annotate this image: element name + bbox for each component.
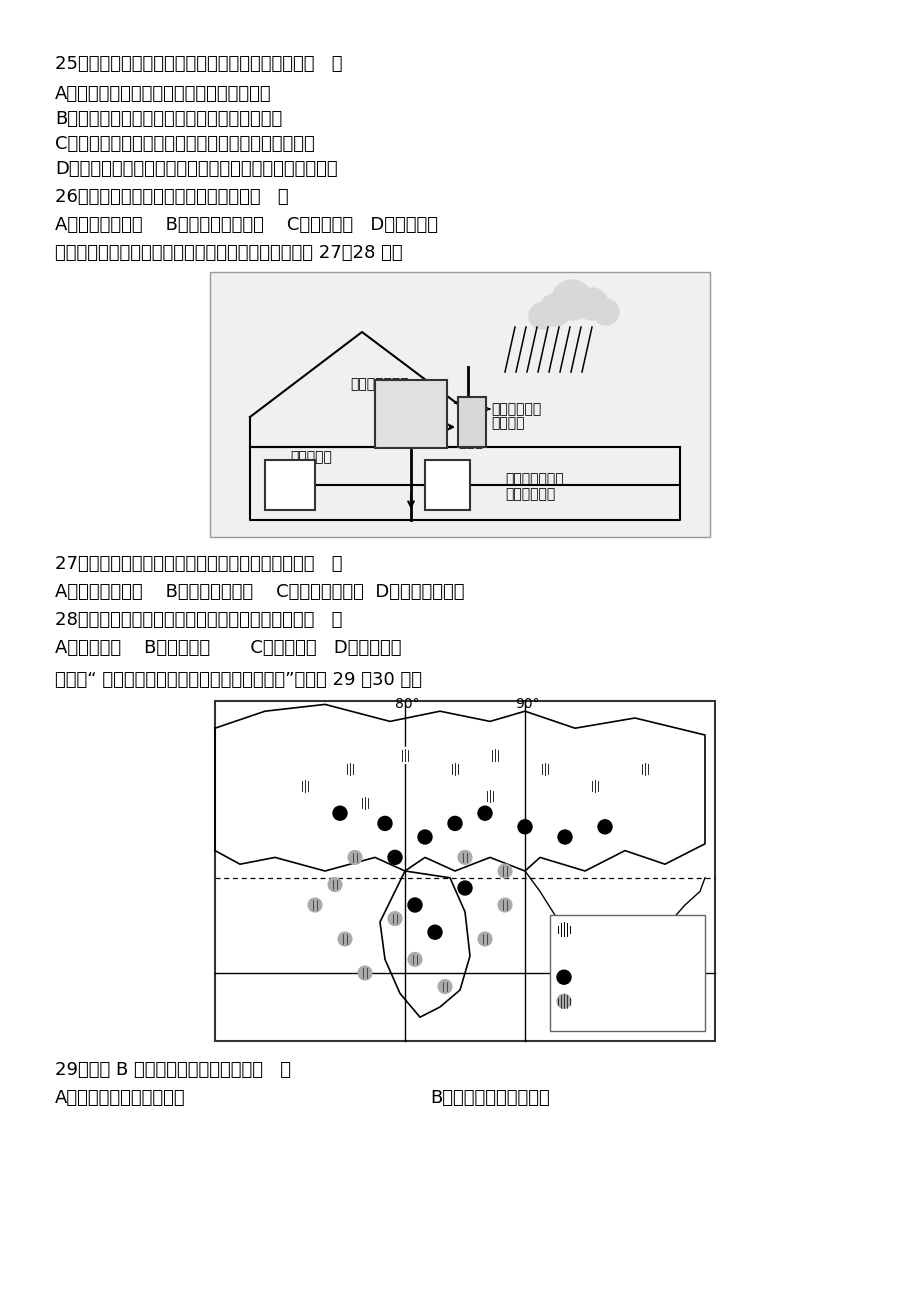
Bar xyxy=(265,460,314,510)
Circle shape xyxy=(478,932,492,947)
Text: D．每个地理要素的演化都是自然地理环境演化的一个方面: D．每个地理要素的演化都是自然地理环境演化的一个方面 xyxy=(55,160,337,178)
Text: 26．现今的西双版纳农业生产类型属于（   ）: 26．现今的西双版纳农业生产类型属于（ ） xyxy=(55,187,289,206)
Bar xyxy=(375,380,447,448)
Circle shape xyxy=(357,966,371,980)
Circle shape xyxy=(556,970,571,984)
Circle shape xyxy=(482,788,497,805)
Text: 花园的水龙头: 花园的水龙头 xyxy=(505,487,555,501)
Circle shape xyxy=(636,760,652,777)
Text: A．西北地区    B．青藏地区       C．华北地区   D．东北地区: A．西北地区 B．青藏地区 C．华北地区 D．东北地区 xyxy=(55,639,401,658)
Circle shape xyxy=(333,806,346,820)
Circle shape xyxy=(378,816,391,831)
Circle shape xyxy=(357,796,372,811)
Text: 过滤器: 过滤器 xyxy=(458,435,482,449)
Text: A类能源: A类能源 xyxy=(576,923,607,936)
Circle shape xyxy=(537,760,552,777)
Circle shape xyxy=(681,796,698,811)
Text: 这里流走: 这里流走 xyxy=(491,417,524,430)
Circle shape xyxy=(528,303,554,329)
Circle shape xyxy=(407,898,422,911)
Circle shape xyxy=(558,829,572,844)
Text: 下图为“ 世界某科技公司的洁洁能源开发计划图”，完成 29 ～30 题。: 下图为“ 世界某科技公司的洁洁能源开发计划图”，完成 29 ～30 题。 xyxy=(55,671,422,689)
Text: 25．图示时期植被破坏导致水土流失加剧，体现了（   ）: 25．图示时期植被破坏导致水土流失加剧，体现了（ ） xyxy=(55,55,342,73)
Text: 29．图中 B 类能源丰富的主要原因是（   ）: 29．图中 B 类能源丰富的主要原因是（ ） xyxy=(55,1061,290,1079)
Circle shape xyxy=(308,898,322,911)
Text: A．降低地下水位    B．加重水体污染    C．解决缺水问题  D．减轻城市内涝: A．降低地下水位 B．加重水体污染 C．解决缺水问题 D．减轻城市内涝 xyxy=(55,583,464,602)
Circle shape xyxy=(586,779,602,794)
Circle shape xyxy=(478,806,492,820)
Circle shape xyxy=(597,820,611,833)
Circle shape xyxy=(448,816,461,831)
Circle shape xyxy=(486,747,503,763)
Circle shape xyxy=(566,737,583,753)
Text: 储存雨水的容器: 储存雨水的容器 xyxy=(349,378,408,391)
Circle shape xyxy=(397,747,413,763)
Bar xyxy=(425,460,470,510)
Circle shape xyxy=(427,926,441,939)
Circle shape xyxy=(417,829,432,844)
Text: A．自然地理环境各要素相互作用产生新功能: A．自然地理环境各要素相互作用产生新功能 xyxy=(55,85,271,103)
Text: 大部分流向: 大部分流向 xyxy=(289,450,332,464)
Circle shape xyxy=(556,995,571,1008)
Circle shape xyxy=(517,820,531,833)
Circle shape xyxy=(458,881,471,894)
Bar xyxy=(210,272,709,536)
Text: 80°: 80° xyxy=(394,697,419,711)
Circle shape xyxy=(342,760,357,777)
Circle shape xyxy=(437,979,451,993)
Circle shape xyxy=(497,898,512,911)
Text: 厨所: 厨所 xyxy=(429,458,447,473)
Circle shape xyxy=(246,822,263,838)
Bar xyxy=(458,397,485,447)
Circle shape xyxy=(347,850,361,865)
Text: 雨水洗车和浇灌: 雨水洗车和浇灌 xyxy=(505,473,563,486)
Circle shape xyxy=(458,850,471,865)
Circle shape xyxy=(237,768,253,784)
Circle shape xyxy=(367,737,382,753)
Circle shape xyxy=(497,865,512,878)
Circle shape xyxy=(407,952,422,966)
Text: C．某一地理要素的变化导致整个地理环境状态的改变: C．某一地理要素的变化导致整个地理环境状态的改变 xyxy=(55,135,314,154)
Text: 洗衣机: 洗衣机 xyxy=(267,458,292,473)
Circle shape xyxy=(575,288,607,320)
Text: A．空气稀薄，太阳能丰富: A．空气稀薄，太阳能丰富 xyxy=(55,1088,186,1107)
Text: 下图示意中国某小区雨水收集、净化和利用过程。完成 27～28 题。: 下图示意中国某小区雨水收集、净化和利用过程。完成 27～28 题。 xyxy=(55,243,403,262)
Text: 90°: 90° xyxy=(515,697,539,711)
Circle shape xyxy=(337,932,352,947)
Circle shape xyxy=(388,850,402,865)
Circle shape xyxy=(656,747,673,763)
Text: D类能源: D类能源 xyxy=(576,995,608,1008)
Text: B类能源: B类能源 xyxy=(576,947,607,960)
Text: B．纬度低，多晴朗天气: B．纬度低，多晴朗天气 xyxy=(429,1088,550,1107)
Circle shape xyxy=(388,911,402,926)
Circle shape xyxy=(287,747,302,763)
Text: 28．从综合效益考虑，该系统最适宜的推广地区是（   ）: 28．从综合效益考虑，该系统最适宜的推广地区是（ ） xyxy=(55,611,342,629)
Circle shape xyxy=(551,280,591,320)
Text: 27．该系统在居民区的广泛利用，对城市的影响有（   ）: 27．该系统在居民区的广泛利用，对城市的影响有（ ） xyxy=(55,555,342,573)
Bar xyxy=(550,915,704,1031)
Circle shape xyxy=(556,947,571,960)
Text: C类能源: C类能源 xyxy=(576,971,607,984)
Text: A．雨林生态农业    B．热带种植园农业    C．基塘农业   D．河谷农业: A．雨林生态农业 B．热带种植园农业 C．基塘农业 D．河谷农业 xyxy=(55,216,437,234)
Text: 过量的雨水从: 过量的雨水从 xyxy=(491,402,540,417)
Circle shape xyxy=(556,922,571,936)
Circle shape xyxy=(276,477,303,504)
Circle shape xyxy=(447,760,462,777)
Circle shape xyxy=(593,299,618,326)
Circle shape xyxy=(539,294,571,326)
Circle shape xyxy=(328,878,342,892)
Text: B．自然地理环境各个要素的发展演化是统一的: B．自然地理环境各个要素的发展演化是统一的 xyxy=(55,109,282,128)
Circle shape xyxy=(297,779,312,794)
Bar xyxy=(215,700,714,1042)
